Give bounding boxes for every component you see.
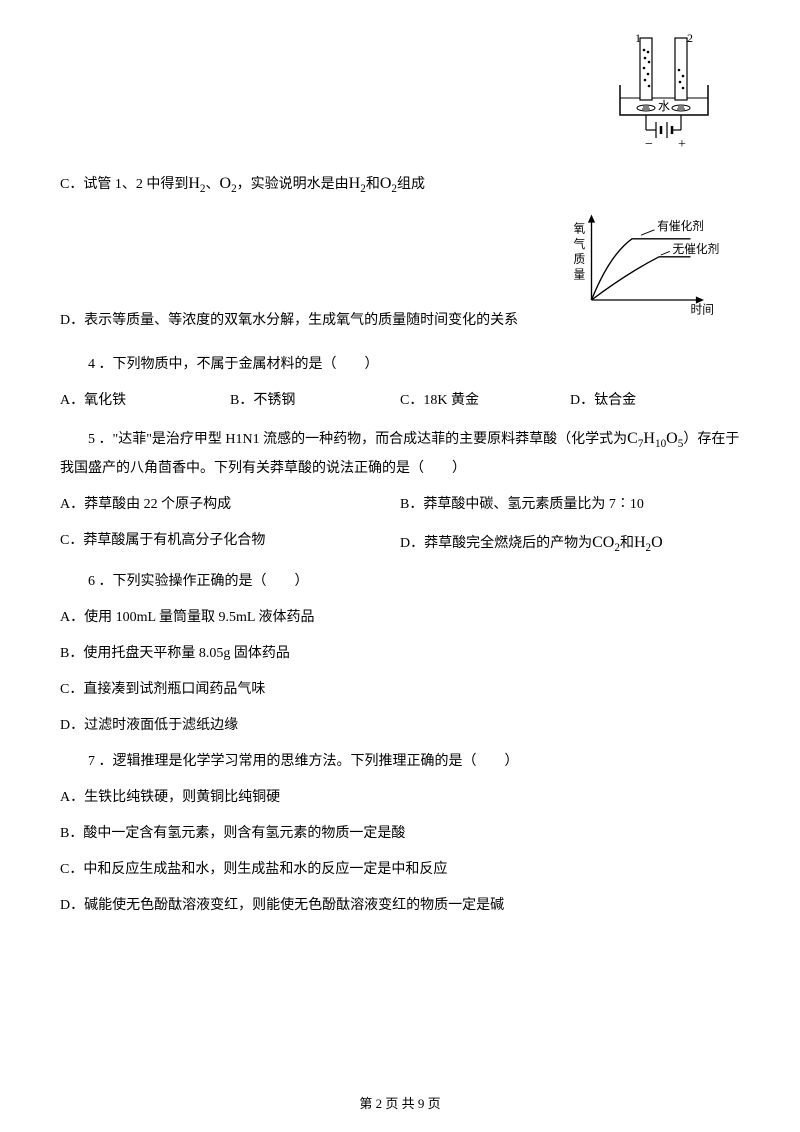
q5-b: B．莽草酸中碳、氢元素质量比为 7∶10 bbox=[400, 491, 740, 519]
svg-text:质: 质 bbox=[574, 252, 586, 266]
q4-c: C．18K 黄金 bbox=[400, 387, 570, 415]
line2-label: 无催化剂 bbox=[673, 242, 720, 256]
q4-d: D．钛合金 bbox=[570, 387, 740, 415]
q4-stem: 4 ．下列物质中，不属于金属材料的是（ ） bbox=[60, 351, 740, 379]
water-label: 水 bbox=[658, 99, 670, 113]
plus-label: + bbox=[678, 137, 686, 152]
q7-stem: 7 ．逻辑推理是化学学习常用的思维方法。下列推理正确的是（ ） bbox=[60, 748, 740, 776]
svg-text:量: 量 bbox=[574, 268, 586, 281]
tube-2-label: 2 bbox=[687, 31, 693, 45]
q7-d: D．碱能使无色酚酞溶液变红，则能使无色酚酞溶液变红的物质一定是碱 bbox=[60, 892, 740, 920]
q6-b: B．使用托盘天平称量 8.05g 固体药品 bbox=[60, 640, 740, 668]
x-label: 时间 bbox=[691, 303, 714, 316]
minus-label: − bbox=[645, 137, 653, 152]
q6-stem: 6 ．下列实验操作正确的是（ ） bbox=[60, 568, 740, 596]
q6-a: A．使用 100mL 量筒量取 9.5mL 液体药品 bbox=[60, 604, 740, 632]
q4-a: A．氧化铁 bbox=[60, 387, 230, 415]
q5-row2: C．莽草酸属于有机高分子化合物 D．莽草酸完全燃烧后的产物为CO2和H2O bbox=[60, 527, 740, 560]
q5-row1: A．莽草酸由 22 个原子构成 B．莽草酸中碳、氢元素质量比为 7∶10 bbox=[60, 491, 740, 519]
q4-options: A．氧化铁 B．不锈钢 C．18K 黄金 D．钛合金 bbox=[60, 387, 740, 415]
q5-stem: 5 ．"达菲"是治疗甲型 H1N1 流感的一种药物，而合成达菲的主要原料莽草酸（… bbox=[60, 423, 740, 484]
electrolysis-figure: 1 2 水 bbox=[590, 30, 740, 165]
svg-text:气: 气 bbox=[574, 236, 586, 250]
line1-label: 有催化剂 bbox=[657, 218, 704, 232]
q5-a: A．莽草酸由 22 个原子构成 bbox=[60, 491, 400, 519]
q7-c: C．中和反应生成盐和水，则生成盐和水的反应一定是中和反应 bbox=[60, 856, 740, 884]
q5-c: C．莽草酸属于有机高分子化合物 bbox=[60, 527, 400, 560]
q6-d: D．过滤时液面低于滤纸边缘 bbox=[60, 712, 740, 740]
option-c: C．试管 1、2 中得到H2、O2，实验说明水是由H2和O2组成 bbox=[60, 168, 740, 201]
q4-b: B．不锈钢 bbox=[230, 387, 400, 415]
q5-d: D．莽草酸完全燃烧后的产物为CO2和H2O bbox=[400, 527, 740, 560]
q7-a: A．生铁比纯铁硬，则黄铜比纯铜硬 bbox=[60, 784, 740, 812]
q6-c: C．直接凑到试剂瓶口闻药品气味 bbox=[60, 676, 740, 704]
page-footer: 第 2 页 共 9 页 bbox=[0, 1093, 800, 1112]
catalyst-graph: 氧 气 质 量 有催化剂 无催化剂 时间 bbox=[560, 209, 740, 324]
y-label-1: 氧 bbox=[574, 221, 586, 235]
q7-b: B．酸中一定含有氢元素，则含有氢元素的物质一定是酸 bbox=[60, 820, 740, 848]
